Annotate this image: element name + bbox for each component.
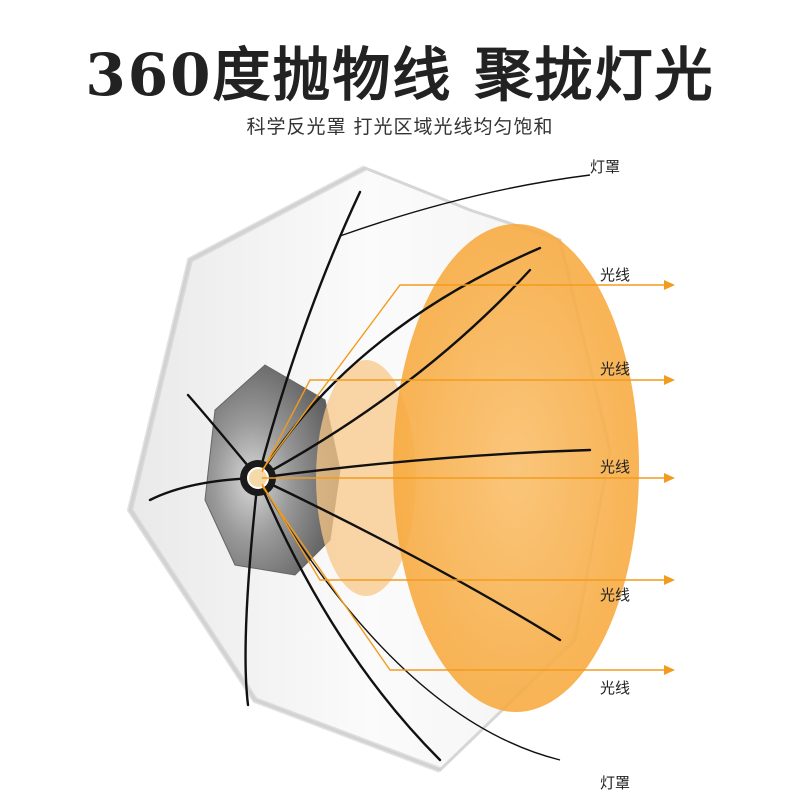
label-ray-4: 光线 — [600, 586, 631, 604]
label-ray-2: 光线 — [600, 360, 631, 378]
page-title: 360度抛物线 聚拢灯光 — [85, 41, 715, 109]
light-glow — [393, 224, 639, 712]
label-ray-3: 光线 — [600, 458, 631, 476]
arrow-right-icon — [664, 280, 675, 675]
umbrella-ribs — [148, 190, 592, 762]
label-ray-5: 光线 — [600, 679, 631, 697]
label-shade-bottom: 灯罩 — [600, 774, 631, 792]
page-subtitle: 科学反光罩 打光区域光线均匀饱和 — [246, 116, 554, 138]
label-ray-1: 光线 — [600, 266, 631, 284]
light-rays — [261, 284, 668, 671]
label-shade-top: 灯罩 — [590, 158, 621, 176]
